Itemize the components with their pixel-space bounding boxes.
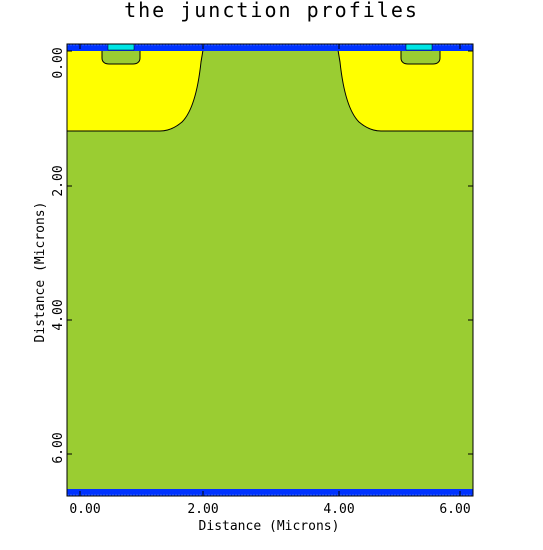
plot-frame	[66, 43, 474, 497]
right-contact-well	[400, 49, 441, 65]
bottom-oxide-layer	[67, 489, 473, 496]
y-tick-label: 6.00	[51, 432, 66, 463]
left-junction-region	[66, 49, 204, 132]
x-axis-label: Distance (Microns)	[199, 519, 340, 534]
x-tick-label: 2.00	[187, 502, 218, 517]
right-contact	[405, 43, 433, 51]
x-axis-ticks	[79, 44, 461, 496]
x-tick-label: 6.00	[439, 502, 470, 517]
plot-title: the junction profiles	[124, 0, 419, 22]
left-contact	[107, 43, 135, 51]
y-tick-label: 4.00	[51, 299, 66, 330]
y-axis-ticks	[67, 50, 473, 455]
left-contact-well	[101, 49, 141, 65]
x-tick-label: 4.00	[323, 502, 354, 517]
y-axis-label: Distance (Microns)	[33, 202, 48, 343]
right-junction-region	[337, 49, 474, 132]
y-tick-label: 2.00	[51, 165, 66, 196]
x-tick-label: 0.00	[69, 502, 100, 517]
top-oxide-layer	[67, 44, 473, 51]
y-tick-label: 0.00	[51, 47, 66, 78]
